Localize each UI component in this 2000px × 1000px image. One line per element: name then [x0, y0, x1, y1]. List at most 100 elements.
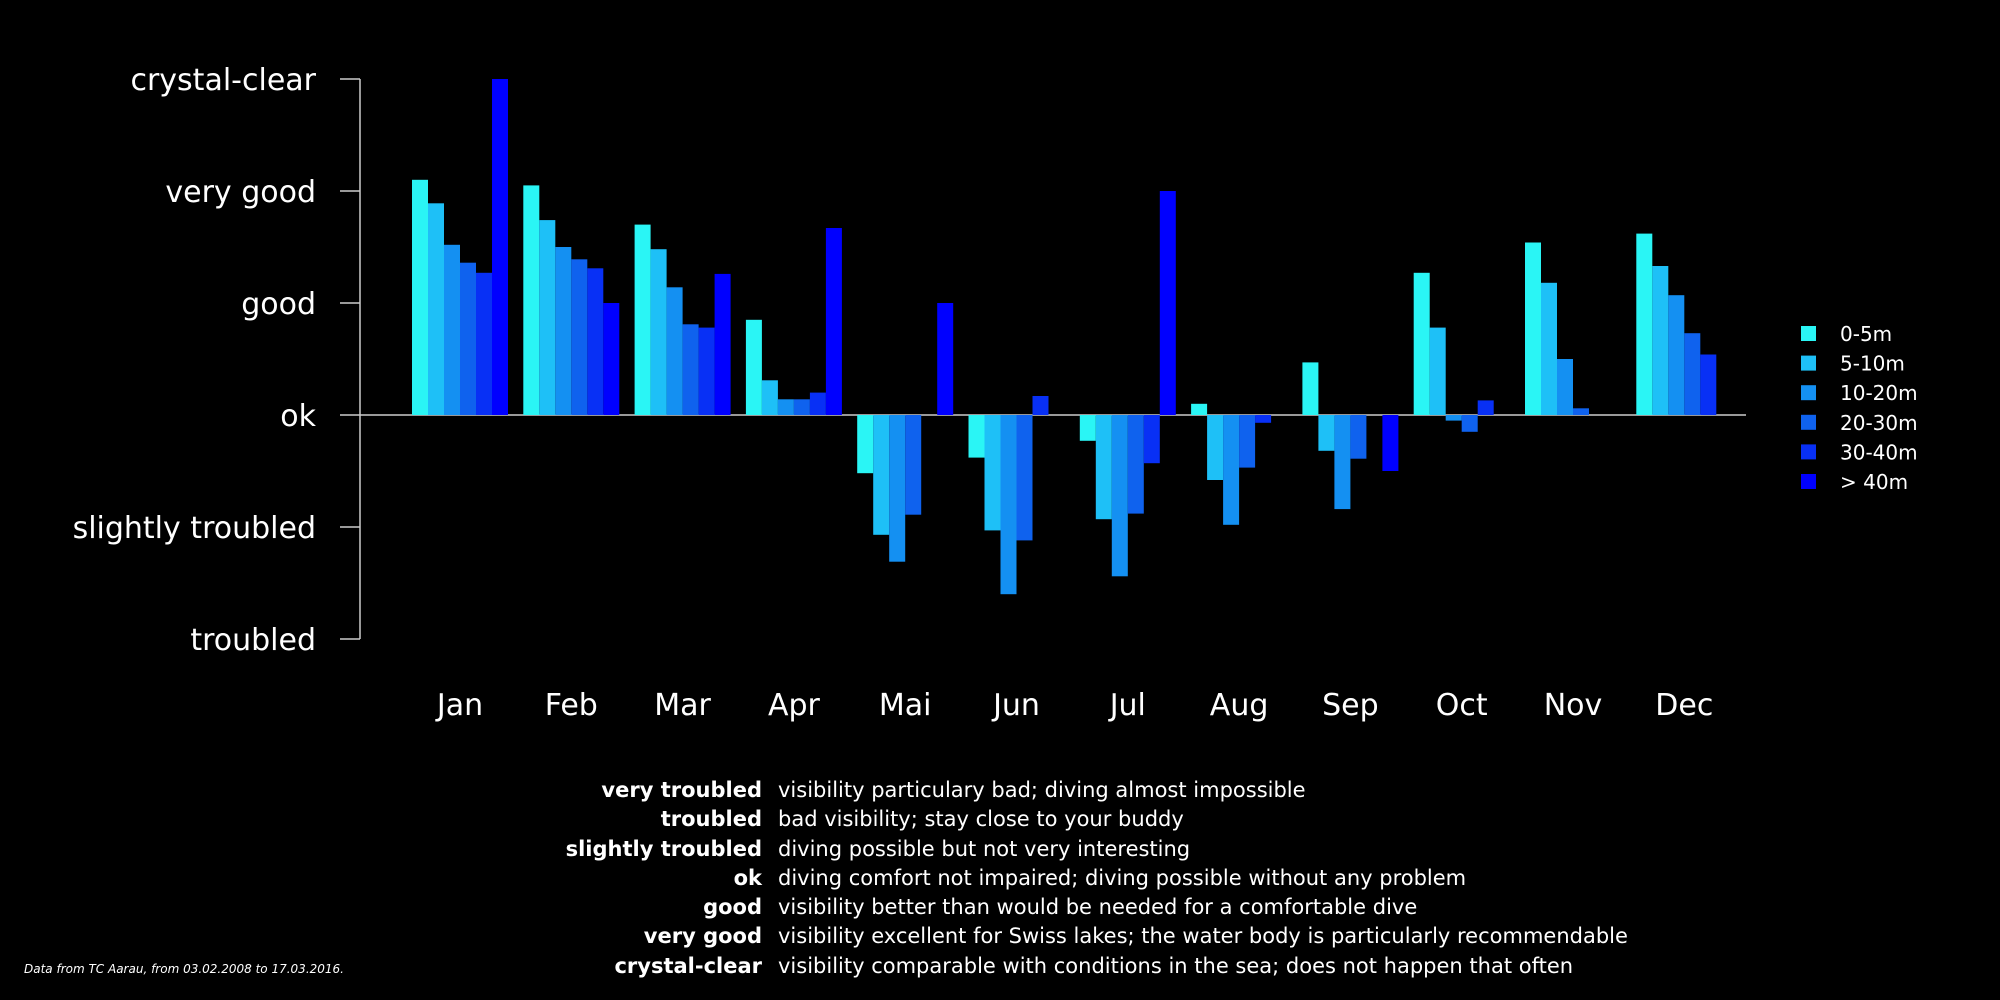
legend-label: 10-20m: [1840, 381, 1918, 405]
glossary-row: ok diving comfort not impaired; diving po…: [380, 864, 1680, 893]
glossary-row: crystal-clear visibility comparable with …: [380, 952, 1680, 981]
y-tick-label: good: [241, 287, 316, 322]
glossary-description: visibility excellent for Swiss lakes; th…: [778, 924, 1628, 949]
bar-mai-series-2: [889, 415, 906, 562]
bar-jul-series-4: [1143, 415, 1160, 464]
bar-aug-series-2: [1223, 415, 1240, 525]
glossary-term: ok: [733, 865, 762, 890]
bar-apr-series-2: [777, 399, 794, 415]
x-tick-label: Jan: [435, 688, 483, 723]
bar-mar-series-0: [634, 224, 651, 415]
bar-mar-series-2: [666, 287, 683, 415]
glossary-description: bad visibility; stay close to your buddy: [778, 807, 1184, 832]
bar-jun-series-4: [1032, 396, 1049, 415]
bar-jan-series-4: [476, 272, 492, 415]
bar-apr-series-5: [825, 228, 842, 415]
bar-sep-series-1: [1318, 415, 1335, 451]
bar-nov-series-3: [1573, 408, 1589, 415]
bar-jan-series-2: [444, 244, 460, 415]
bar-sep-series-2: [1334, 415, 1351, 510]
bar-dec-series-1: [1652, 266, 1669, 415]
x-tick-label: Apr: [768, 688, 821, 723]
legend-label: > 40m: [1840, 470, 1908, 494]
bar-sep-series-3: [1350, 415, 1367, 459]
glossary-term: slightly troubled: [565, 836, 762, 861]
glossary-term: troubled: [660, 807, 762, 832]
bar-jun-series-2: [1000, 415, 1017, 595]
y-axis: crystal-clear very good good ok slightly tro…: [73, 63, 361, 658]
bar-mar-series-5: [714, 273, 731, 415]
bar-jul-series-1: [1095, 415, 1112, 520]
bar-jul-series-2: [1111, 415, 1128, 577]
bar-oct-series-1: [1429, 327, 1446, 415]
bar-feb-series-4: [587, 268, 604, 415]
bar-dec-series-2: [1668, 295, 1685, 415]
legend-swatch: [1801, 444, 1816, 460]
bar-mai-series-0: [857, 415, 874, 474]
visibility-glossary: very troubled visibility particulary bad;…: [380, 776, 1680, 981]
x-tick-label: Feb: [545, 688, 598, 723]
glossary-description: diving comfort not impaired; diving poss…: [778, 865, 1467, 890]
bar-jun-series-1: [984, 415, 1001, 531]
legend-swatch: [1801, 474, 1816, 489]
bar-sep-series-0: [1302, 362, 1319, 415]
bar-feb-series-3: [571, 259, 588, 415]
bar-jan-series-1: [428, 203, 444, 415]
legend-swatch: [1801, 414, 1816, 430]
bar-sep-series-5: [1382, 415, 1399, 471]
glossary-description: diving possible but not very interesting: [778, 836, 1191, 861]
glossary-row: very good visibility excellent for Swiss …: [380, 922, 1680, 951]
bar-mar-series-3: [682, 324, 699, 415]
glossary-term: very good: [643, 924, 762, 949]
x-tick-label: Aug: [1210, 688, 1269, 723]
y-tick-label: troubled: [190, 623, 316, 658]
legend-label: 5-10m: [1840, 352, 1905, 376]
bar-jun-series-0: [968, 415, 985, 458]
legend-swatch: [1801, 355, 1816, 371]
bar-mar-series-1: [650, 249, 667, 415]
bar-apr-series-3: [793, 399, 810, 415]
bar-apr-series-4: [809, 392, 826, 415]
x-axis-labels: Jan Feb Mar Apr Mai Jun Jul Aug Sep Oct Nov Dec: [435, 688, 1713, 723]
bar-aug-series-3: [1239, 415, 1256, 468]
x-tick-label: Oct: [1436, 688, 1488, 723]
bar-dec-series-4: [1700, 354, 1717, 415]
bar-jan-series-0: [412, 179, 428, 415]
y-tick-label: ok: [280, 399, 316, 434]
bar-feb-series-2: [555, 247, 572, 415]
bar-aug-series-1: [1207, 415, 1224, 480]
bar-nov-series-1: [1541, 282, 1557, 415]
legend-label: 30-40m: [1840, 440, 1918, 464]
glossary-term: very troubled: [601, 778, 762, 802]
glossary-row: good visibility better than would be need…: [380, 893, 1680, 922]
legend: 0-5m 5-10m 10-20m 20-30m 30-40m > 40m: [1801, 322, 1918, 494]
bar-oct-series-3: [1461, 415, 1478, 432]
bar-feb-series-0: [523, 185, 540, 415]
bar-mai-series-1: [873, 415, 890, 535]
source-note: Data from TC Aarau, from 03.02.2008 to 1…: [24, 962, 344, 976]
x-tick-label: Nov: [1544, 688, 1603, 723]
bar-aug-series-0: [1191, 403, 1208, 415]
x-tick-label: Jul: [1108, 688, 1146, 723]
glossary-row: very troubled visibility particulary bad;…: [380, 776, 1680, 805]
legend-swatch: [1801, 385, 1816, 401]
x-tick-label: Mar: [654, 688, 711, 723]
glossary-term: crystal-clear: [614, 953, 762, 978]
bar-feb-series-5: [603, 303, 620, 415]
bar-mai-series-5: [937, 303, 954, 415]
glossary-term: good: [703, 895, 762, 920]
bar-aug-series-4: [1255, 415, 1272, 423]
y-tick-label: slightly troubled: [73, 511, 316, 546]
y-tick-label: crystal-clear: [130, 63, 316, 98]
glossary-description: visibility comparable with conditions in…: [778, 953, 1574, 978]
bar-jul-series-3: [1127, 415, 1144, 514]
bar-apr-series-0: [745, 319, 762, 415]
x-tick-label: Mai: [879, 688, 932, 723]
bar-dec-series-3: [1684, 333, 1701, 415]
bar-feb-series-1: [539, 220, 556, 415]
bar-oct-series-4: [1477, 400, 1494, 415]
glossary-row: troubled bad visibility; stay close to yo…: [380, 805, 1680, 834]
bar-nov-series-0: [1525, 242, 1541, 415]
bar-dec-series-0: [1636, 233, 1653, 415]
